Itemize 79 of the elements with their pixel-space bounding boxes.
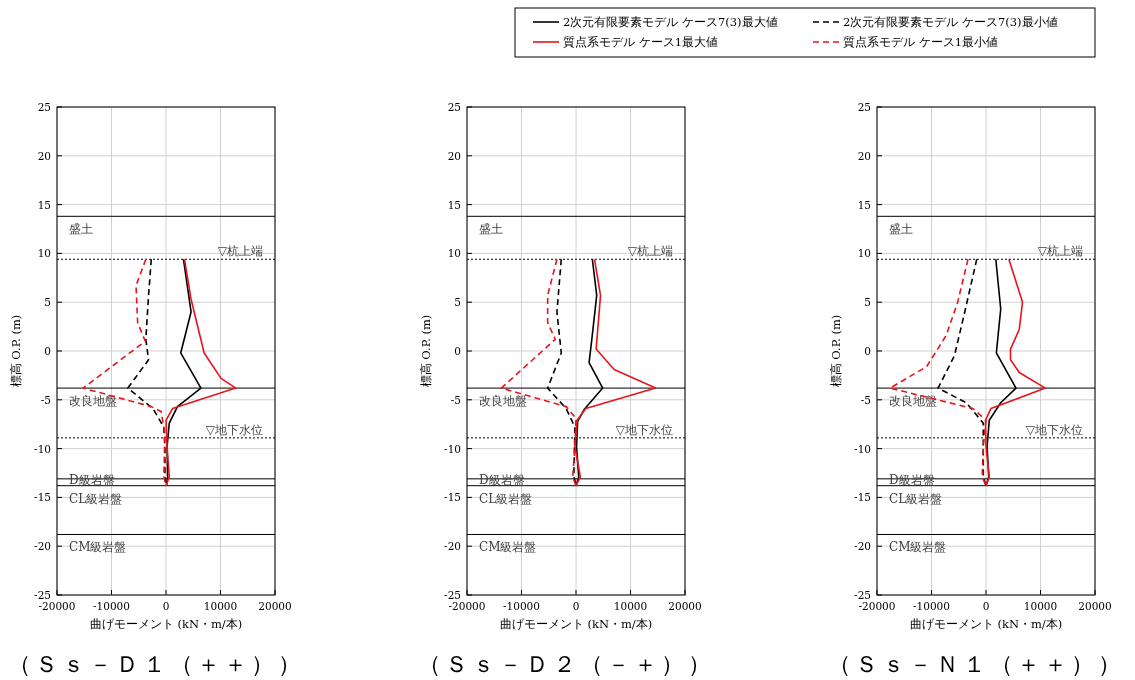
x-tick-label: 0 xyxy=(162,600,170,612)
x-tick-label: 20000 xyxy=(668,600,702,612)
ref-line-label: ▽地下水位 xyxy=(205,422,263,437)
x-tick-label: 20000 xyxy=(258,600,292,612)
y-tick-label: -20 xyxy=(34,540,51,553)
x-tick-label: 10000 xyxy=(203,600,238,612)
y-tick-label: 20 xyxy=(447,149,461,162)
ref-line-label: ▽杭上端 xyxy=(217,244,263,259)
text: （Ｓｓ－Ｎ１（＋＋）） xyxy=(827,651,1125,677)
x-axis-title: 曲げモーメント (kN・m/本) xyxy=(89,617,243,631)
annotation: 盛土 xyxy=(889,222,913,237)
x-axis-title: 曲げモーメント (kN・m/本) xyxy=(909,617,1063,631)
ref-line-label: ▽杭上端 xyxy=(627,244,673,259)
ref-line-label: ▽地下水位 xyxy=(615,422,673,437)
y-tick-label: 5 xyxy=(864,296,871,309)
y-tick-label: -10 xyxy=(444,442,461,455)
x-tick-label: -10000 xyxy=(913,600,950,612)
y-tick-label: 25 xyxy=(447,101,461,113)
y-axis-title: 標高 O.P. (m) xyxy=(419,314,433,388)
x-tick-label: 0 xyxy=(572,600,580,612)
y-tick-label: -15 xyxy=(34,491,51,504)
legend-label: 質点系モデル ケース1最大値 xyxy=(563,35,718,49)
y-tick-label: -20 xyxy=(854,540,871,553)
annotation: CM級岩盤 xyxy=(479,540,537,555)
annotation: 盛土 xyxy=(69,222,93,237)
y-axis-title: 標高 O.P. (m) xyxy=(829,314,843,388)
legend-label: 2次元有限要素モデル ケース7(3)最大値 xyxy=(563,15,778,29)
annotation: 改良地盤 xyxy=(889,394,937,409)
y-tick-label: -15 xyxy=(444,491,461,504)
ref-line-label: ▽地下水位 xyxy=(1025,422,1083,437)
y-tick-label: 0 xyxy=(454,345,461,357)
x-tick-label: 20000 xyxy=(1078,600,1112,612)
annotation: 改良地盤 xyxy=(69,394,117,409)
y-tick-label: 25 xyxy=(37,101,51,113)
y-tick-label: -25 xyxy=(854,589,871,601)
x-tick-label: -20000 xyxy=(858,600,896,612)
annotation: CM級岩盤 xyxy=(889,540,947,555)
annotation: 改良地盤 xyxy=(479,394,527,409)
ref-line-label: ▽杭上端 xyxy=(1037,244,1083,259)
y-tick-label: 5 xyxy=(44,296,51,309)
y-tick-label: -10 xyxy=(34,442,51,455)
y-tick-label: -5 xyxy=(860,393,871,406)
y-tick-label: -10 xyxy=(854,442,871,455)
annotation: CL級岩盤 xyxy=(69,491,123,506)
y-tick-label: -25 xyxy=(34,589,51,601)
text: （Ｓｓ－Ｄ１（＋＋）） xyxy=(7,651,305,677)
y-tick-label: -20 xyxy=(444,540,461,553)
x-tick-label: 10000 xyxy=(613,600,648,612)
y-tick-label: -15 xyxy=(854,491,871,504)
y-tick-label: 10 xyxy=(447,247,461,260)
legend-label: 質点系モデル ケース1最小値 xyxy=(843,35,998,49)
y-tick-label: 0 xyxy=(44,345,51,357)
annotation: CM級岩盤 xyxy=(69,540,127,555)
y-tick-label: 15 xyxy=(447,198,461,211)
x-tick-label: 0 xyxy=(982,600,990,612)
y-tick-label: 20 xyxy=(37,149,51,162)
y-tick-label: 20 xyxy=(857,149,871,162)
y-tick-label: 5 xyxy=(454,296,461,309)
y-tick-label: -25 xyxy=(444,589,461,601)
y-tick-label: 25 xyxy=(857,101,871,113)
annotation: CL級岩盤 xyxy=(479,491,533,506)
x-axis-title: 曲げモーメント (kN・m/本) xyxy=(499,617,653,631)
annotation: CL級岩盤 xyxy=(889,491,943,506)
x-tick-label: -20000 xyxy=(448,600,486,612)
legend-label: 2次元有限要素モデル ケース7(3)最小値 xyxy=(843,15,1058,29)
y-axis-title: 標高 O.P. (m) xyxy=(9,314,23,388)
y-tick-label: -5 xyxy=(450,393,461,406)
y-tick-label: 15 xyxy=(37,198,51,211)
x-tick-label: -10000 xyxy=(93,600,130,612)
x-tick-label: -10000 xyxy=(503,600,540,612)
y-tick-label: -5 xyxy=(40,393,51,406)
x-tick-label: 10000 xyxy=(1023,600,1058,612)
y-tick-label: 15 xyxy=(857,198,871,211)
y-tick-label: 0 xyxy=(864,345,871,357)
text: （Ｓｓ－Ｄ２（－＋）） xyxy=(417,651,715,677)
x-tick-label: -20000 xyxy=(38,600,76,612)
annotation: 盛土 xyxy=(479,222,503,237)
y-tick-label: 10 xyxy=(37,247,51,260)
y-tick-label: 10 xyxy=(857,247,871,260)
